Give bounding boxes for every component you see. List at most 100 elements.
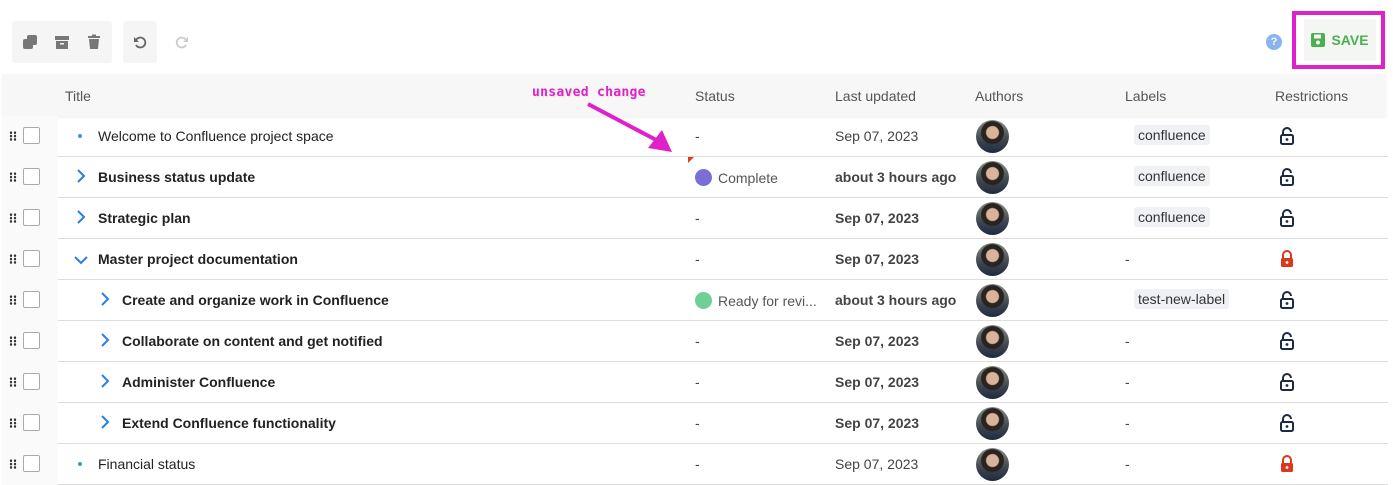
- table-row[interactable]: Collaborate on content and get notified …: [2, 321, 1388, 362]
- table-row[interactable]: Business status update Complete about 3 …: [2, 157, 1388, 198]
- delete-button[interactable]: [78, 26, 110, 58]
- undo-button[interactable]: [124, 26, 156, 58]
- row-checkbox[interactable]: [23, 168, 40, 185]
- label-tag[interactable]: confluence: [1134, 207, 1210, 227]
- column-status[interactable]: Status: [695, 88, 735, 104]
- redo-button[interactable]: [166, 26, 198, 58]
- author-avatar[interactable]: [976, 407, 1009, 440]
- label-tag[interactable]: confluence: [1134, 166, 1210, 186]
- chevron-right-icon[interactable]: [100, 292, 110, 310]
- unlock-icon[interactable]: [1279, 413, 1295, 433]
- page-title-link[interactable]: Extend Confluence functionality: [122, 415, 336, 431]
- lock-icon[interactable]: [1279, 249, 1295, 269]
- status-dot-icon: [695, 292, 712, 309]
- bullet-icon: [78, 462, 82, 466]
- unlock-icon[interactable]: [1279, 372, 1295, 392]
- row-gutter: [2, 116, 58, 157]
- row-checkbox[interactable]: [23, 209, 40, 226]
- page-title-link[interactable]: Create and organize work in Confluence: [122, 292, 389, 308]
- row-gutter: [2, 198, 58, 239]
- column-restrictions[interactable]: Restrictions: [1275, 88, 1349, 104]
- page-title-link[interactable]: Welcome to Confluence project space: [98, 128, 334, 144]
- row-checkbox[interactable]: [23, 127, 40, 144]
- author-avatar[interactable]: [976, 366, 1009, 399]
- author-avatar[interactable]: [976, 202, 1009, 235]
- drag-handle-icon[interactable]: [9, 172, 17, 182]
- unsaved-change-annotation: unsaved change: [532, 85, 646, 100]
- unlock-icon[interactable]: [1279, 167, 1295, 187]
- table-row[interactable]: Create and organize work in Confluence R…: [2, 280, 1388, 321]
- row-checkbox[interactable]: [23, 455, 40, 472]
- chevron-right-icon[interactable]: [100, 333, 110, 351]
- author-avatar[interactable]: [976, 243, 1009, 276]
- table-header: Title Status Last updated Authors Labels…: [2, 74, 1386, 116]
- floppy-disk-icon: [1311, 33, 1326, 47]
- page-title-link[interactable]: Administer Confluence: [122, 374, 276, 390]
- author-avatar[interactable]: [976, 120, 1009, 153]
- column-labels[interactable]: Labels: [1125, 88, 1167, 104]
- duplicate-button[interactable]: [14, 26, 46, 58]
- page-title-link[interactable]: Strategic plan: [98, 210, 191, 226]
- table-row[interactable]: Strategic plan - Sep 07, 2023 confluence: [2, 198, 1388, 239]
- unlock-icon[interactable]: [1279, 331, 1295, 351]
- table-row[interactable]: Master project documentation - Sep 07, 2…: [2, 239, 1388, 280]
- edit-toolbar: [12, 21, 112, 63]
- table-row[interactable]: Financial status - Sep 07, 2023 -: [2, 444, 1388, 485]
- row-checkbox[interactable]: [23, 250, 40, 267]
- chevron-right-icon[interactable]: [100, 374, 110, 392]
- last-updated: Sep 07, 2023: [835, 210, 920, 226]
- table-row[interactable]: Administer Confluence - Sep 07, 2023 -: [2, 362, 1388, 403]
- page-title-link[interactable]: Financial status: [98, 456, 196, 472]
- drag-handle-icon[interactable]: [9, 459, 17, 469]
- unsaved-change-marker: [688, 157, 694, 163]
- row-checkbox[interactable]: [23, 414, 40, 431]
- author-avatar[interactable]: [976, 161, 1009, 194]
- unlock-icon[interactable]: [1279, 290, 1295, 310]
- labels-empty: -: [1125, 415, 1130, 431]
- author-avatar[interactable]: [976, 325, 1009, 358]
- status-empty: -: [695, 456, 700, 472]
- help-icon[interactable]: ?: [1266, 34, 1282, 50]
- label-tag[interactable]: confluence: [1134, 125, 1210, 145]
- drag-handle-icon[interactable]: [9, 295, 17, 305]
- author-avatar[interactable]: [976, 448, 1009, 481]
- drag-handle-icon[interactable]: [9, 213, 17, 223]
- chevron-down-icon[interactable]: [74, 252, 88, 269]
- chevron-right-icon[interactable]: [76, 210, 86, 228]
- status-empty: -: [695, 333, 700, 349]
- last-updated: Sep 07, 2023: [835, 374, 920, 390]
- status-badge[interactable]: Ready for revi...: [695, 292, 820, 309]
- drag-handle-icon[interactable]: [9, 336, 17, 346]
- row-checkbox[interactable]: [23, 332, 40, 349]
- row-checkbox[interactable]: [23, 373, 40, 390]
- drag-handle-icon[interactable]: [9, 377, 17, 387]
- archive-button[interactable]: [46, 26, 78, 58]
- page-title-link[interactable]: Master project documentation: [98, 251, 298, 267]
- table-row[interactable]: Welcome to Confluence project space - Se…: [2, 116, 1388, 157]
- drag-handle-icon[interactable]: [9, 254, 17, 264]
- column-title[interactable]: Title: [65, 88, 91, 104]
- status-empty: -: [695, 251, 700, 267]
- row-gutter: [2, 239, 58, 280]
- drag-handle-icon[interactable]: [9, 131, 17, 141]
- save-button[interactable]: SAVE: [1304, 19, 1376, 61]
- unlock-icon[interactable]: [1279, 208, 1295, 228]
- status-empty: -: [695, 374, 700, 390]
- table-row[interactable]: Extend Confluence functionality - Sep 07…: [2, 403, 1388, 444]
- column-authors[interactable]: Authors: [975, 88, 1024, 104]
- drag-handle-icon[interactable]: [9, 418, 17, 428]
- page-title-link[interactable]: Business status update: [98, 169, 256, 185]
- row-checkbox[interactable]: [23, 291, 40, 308]
- row-gutter: [2, 444, 58, 485]
- lock-icon[interactable]: [1279, 454, 1295, 474]
- chevron-right-icon[interactable]: [100, 415, 110, 433]
- status-text: Ready for revi...: [718, 292, 817, 309]
- labels-empty: -: [1125, 374, 1130, 390]
- page-title-link[interactable]: Collaborate on content and get notified: [122, 333, 383, 349]
- unlock-icon[interactable]: [1279, 126, 1295, 146]
- label-tag[interactable]: test-new-label: [1134, 289, 1230, 309]
- chevron-right-icon[interactable]: [76, 169, 86, 187]
- status-badge[interactable]: Complete: [695, 169, 820, 186]
- column-last-updated[interactable]: Last updated: [835, 88, 916, 104]
- author-avatar[interactable]: [976, 284, 1009, 317]
